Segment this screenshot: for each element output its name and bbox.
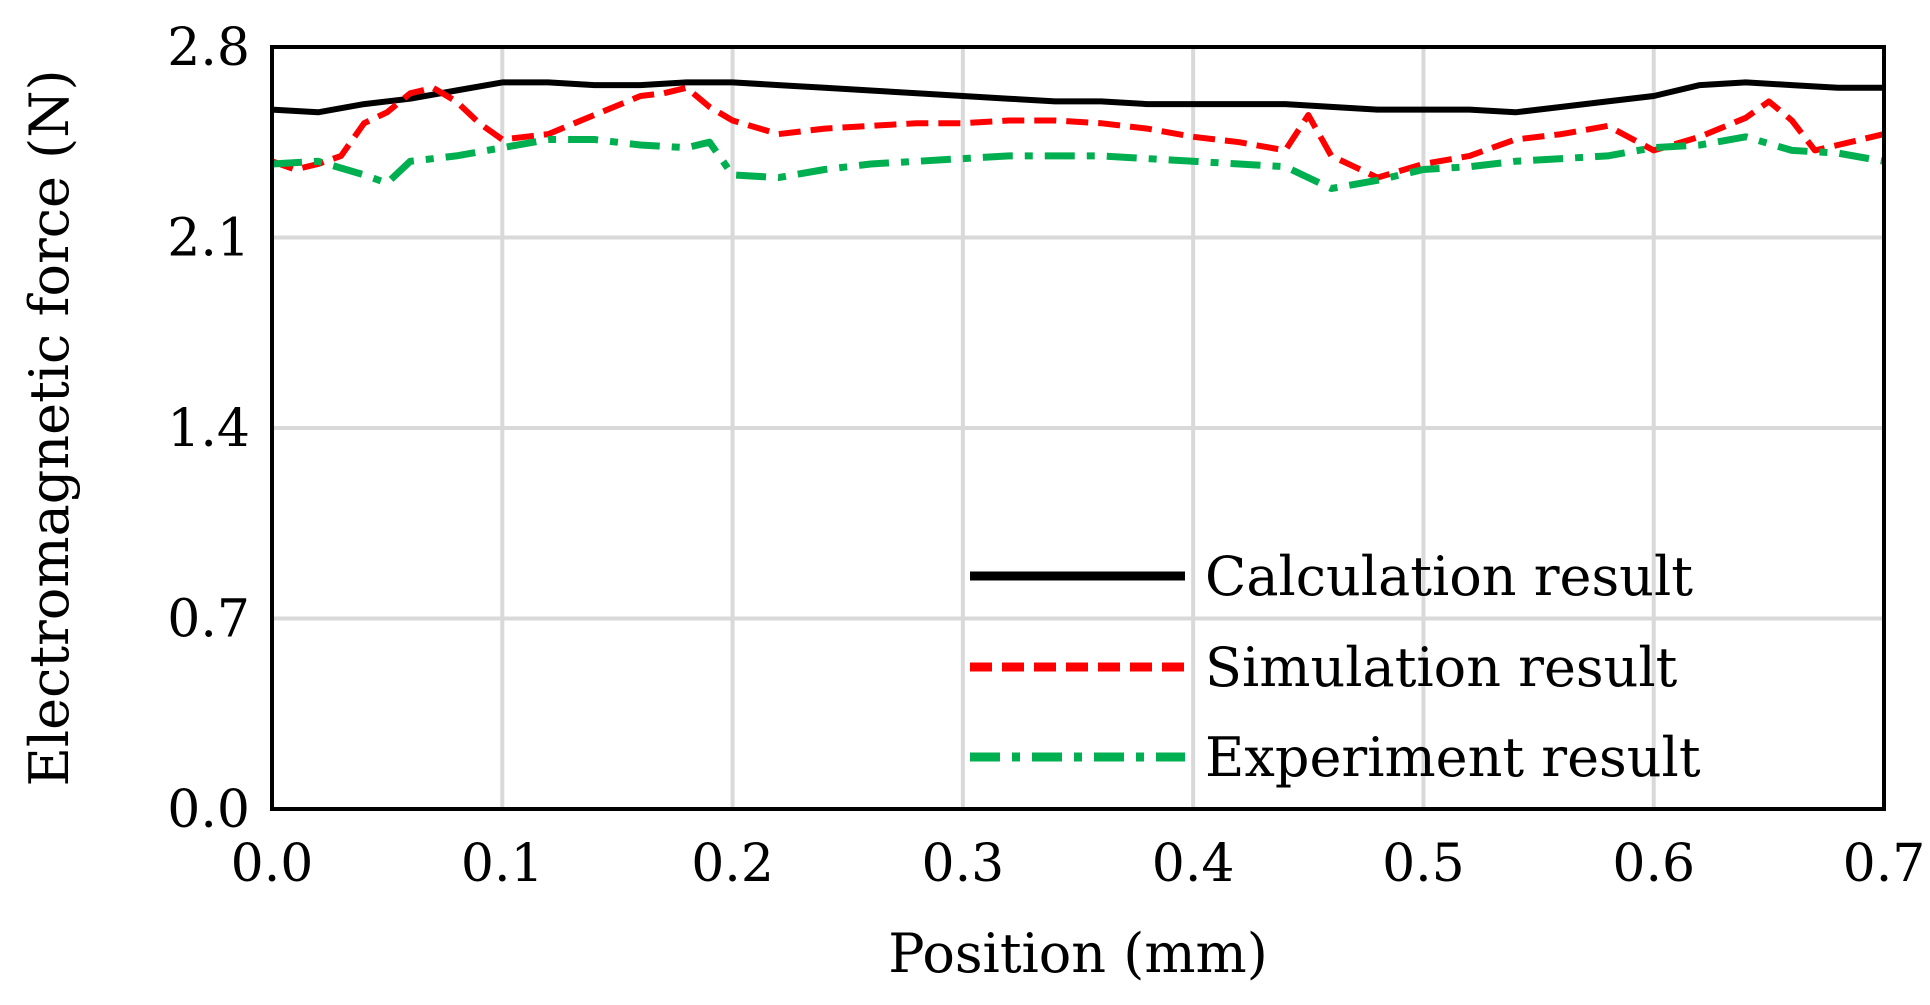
legend-label-simulation: Simulation result (1205, 636, 1678, 699)
experiment-result-line (271, 133, 1885, 192)
y-tick-label: 0.0 (167, 780, 250, 840)
y-tick-label: 1.4 (167, 399, 250, 459)
x-tick-label: 0.0 (231, 834, 314, 894)
series-layer (270, 79, 1885, 192)
x-tick-label: 0.2 (691, 834, 774, 894)
y-axis-title: Electromagnetic force (N) (18, 69, 81, 786)
x-tick-label: 0.1 (461, 834, 544, 894)
y-tick-label: 0.7 (167, 590, 250, 650)
legend-label-experiment: Experiment result (1205, 726, 1701, 789)
x-tick-label: 0.6 (1612, 834, 1695, 894)
x-tick-label: 0.5 (1382, 834, 1465, 894)
x-tick-label: 0.3 (922, 834, 1005, 894)
y-axis-ticks: 0.0 0.7 1.4 2.1 2.8 (167, 18, 250, 840)
y-tick-label: 2.8 (167, 18, 250, 78)
x-axis-ticks: 0.0 0.1 0.2 0.3 0.4 0.5 0.6 0.7 (231, 834, 1926, 894)
legend: Calculation result Simulation result Exp… (970, 545, 1701, 789)
calculation-result-line (271, 79, 1884, 116)
x-tick-label: 0.7 (1843, 834, 1926, 894)
x-tick-label: 0.4 (1152, 834, 1235, 894)
y-tick-label: 2.1 (167, 209, 250, 269)
legend-label-calculation: Calculation result (1205, 545, 1693, 608)
plot-area-frame (270, 45, 1886, 811)
simulation-result-line (270, 84, 1885, 181)
x-axis-title: Position (mm) (888, 922, 1268, 985)
